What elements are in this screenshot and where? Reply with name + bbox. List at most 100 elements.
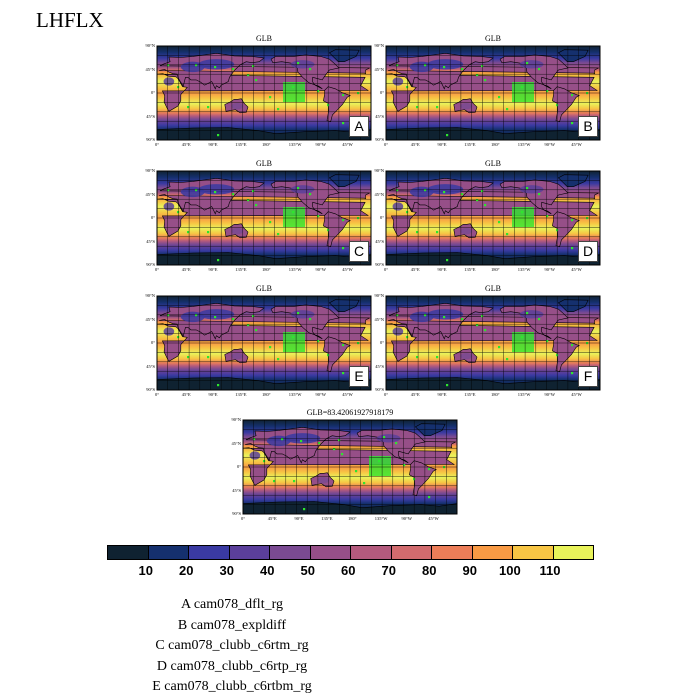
- lat-tick-label: 90°S: [146, 387, 155, 392]
- lat-tick-label: 90°N: [145, 168, 155, 173]
- lat-tick-label: 0°: [150, 215, 155, 220]
- lat-tick-label: 45°N: [374, 316, 384, 322]
- lat-tick-label: 90°S: [375, 262, 384, 267]
- lon-tick-label: 180°: [491, 267, 500, 272]
- panel-title: GLB: [256, 159, 272, 168]
- panel-letter-box: F: [578, 366, 598, 387]
- lhflx-map: [156, 45, 372, 141]
- lon-tick-label: 90°W: [544, 142, 556, 147]
- lat-tick-label: 45°N: [231, 440, 241, 446]
- lat-tick-label: 45°S: [375, 363, 384, 369]
- lat-tick-label: 90°S: [232, 511, 241, 516]
- lat-tick-label: 90°S: [146, 137, 155, 142]
- lhflx-map: [385, 295, 601, 391]
- panel-title: GLB: [485, 34, 501, 43]
- map-panel-d: GLB 90°N 45°N 0° 45°S 90°S 0° 45°E 90°E 135°E 180°…: [374, 159, 601, 272]
- lon-tick-label: 135°E: [321, 516, 333, 521]
- lon-tick-label: 180°: [348, 516, 357, 521]
- lhflx-map: [385, 45, 601, 141]
- map-panel-b: GLB 90°N 45°N 0° 45°S 90°S 0° 45°E 90°E 135°E 180°…: [374, 34, 601, 147]
- lat-tick-label: 90°S: [375, 387, 384, 392]
- lon-tick-label: 135°W: [517, 392, 531, 397]
- lon-tick-label: 90°E: [437, 267, 447, 272]
- lon-tick-label: 45°E: [181, 392, 191, 397]
- lon-tick-label: 0°: [384, 392, 389, 397]
- colorbar-tick-label: 70: [381, 563, 396, 578]
- lon-tick-label: 135°E: [464, 267, 476, 272]
- lon-tick-label: 45°E: [410, 142, 420, 147]
- lat-tick-label: 45°S: [146, 363, 155, 369]
- lon-tick-label: 135°W: [517, 267, 531, 272]
- colorbar-cell: [107, 545, 149, 560]
- lon-tick-label: 180°: [491, 392, 500, 397]
- lat-tick-label: 45°S: [146, 238, 155, 244]
- legend-item-a: A cam078_dflt_rg: [180, 597, 283, 612]
- panel-letter-box: B: [578, 116, 598, 137]
- lon-tick-label: 90°E: [437, 142, 447, 147]
- lon-tick-label: 90°E: [294, 516, 304, 521]
- panel-title: GLB: [256, 284, 272, 293]
- lon-tick-label: 90°W: [315, 142, 327, 147]
- lat-tick-label: 90°S: [375, 137, 384, 142]
- lat-tick-label: 90°N: [145, 43, 155, 48]
- lon-tick-label: 45°E: [410, 392, 420, 397]
- map-panel-e: GLB 90°N 45°N 0° 45°S 90°S 0° 45°E 90°E 135°E 180°…: [145, 284, 372, 397]
- lon-tick-label: 90°E: [208, 142, 218, 147]
- lat-tick-label: 90°N: [374, 168, 384, 173]
- lon-tick-label: 180°: [262, 267, 271, 272]
- lon-tick-label: 90°W: [401, 516, 413, 521]
- colorbar-cell: [552, 545, 594, 560]
- colorbar-cell: [390, 545, 432, 560]
- colorbar-cell: [350, 545, 392, 560]
- lat-tick-label: 45°N: [145, 191, 155, 197]
- colorbar-cell: [228, 545, 270, 560]
- figure-title: LHFLX: [36, 8, 104, 32]
- lat-tick-label: 0°: [150, 340, 155, 345]
- lon-tick-label: 45°E: [410, 267, 420, 272]
- lat-tick-label: 45°N: [374, 66, 384, 72]
- lon-tick-label: 90°W: [315, 267, 327, 272]
- lon-tick-label: 45°W: [571, 392, 582, 397]
- lon-tick-label: 180°: [262, 392, 271, 397]
- lon-tick-label: 90°E: [208, 392, 218, 397]
- lhflx-map: [156, 295, 372, 391]
- lon-tick-label: 0°: [384, 267, 389, 272]
- lon-tick-label: 45°W: [428, 516, 439, 521]
- map-panel-g: GLB=83.42061927918179 90°N 45°N 0° 45°S 90°S 0…: [231, 408, 458, 521]
- colorbar-cell: [188, 545, 230, 560]
- experiment-legend: A cam078_dflt_rg B cam078_expldiff C cam…: [112, 597, 352, 700]
- colorbar-tick-label: 80: [422, 563, 437, 578]
- lon-tick-label: 135°W: [374, 516, 388, 521]
- lon-tick-label: 45°E: [181, 267, 191, 272]
- colorbar-cell: [147, 545, 189, 560]
- lon-tick-label: 135°E: [235, 267, 247, 272]
- lat-tick-label: 45°N: [374, 191, 384, 197]
- lon-tick-label: 90°W: [315, 392, 327, 397]
- lon-tick-label: 135°E: [235, 142, 247, 147]
- lon-tick-label: 0°: [155, 392, 160, 397]
- lat-tick-label: 90°N: [374, 43, 384, 48]
- lon-tick-label: 135°W: [517, 142, 531, 147]
- lat-tick-label: 0°: [236, 464, 241, 469]
- lon-tick-label: 45°W: [342, 142, 353, 147]
- colorbar-tick-label: 100: [499, 563, 521, 578]
- lat-tick-label: 0°: [150, 90, 155, 95]
- lhflx-map: [385, 170, 601, 266]
- lat-tick-label: 45°S: [375, 238, 384, 244]
- map-panel-f: GLB 90°N 45°N 0° 45°S 90°S 0° 45°E 90°E 135°E 180°…: [374, 284, 601, 397]
- lon-tick-label: 90°W: [544, 267, 556, 272]
- lon-tick-label: 135°W: [288, 142, 302, 147]
- lon-tick-label: 90°E: [437, 392, 447, 397]
- lon-tick-label: 0°: [155, 142, 160, 147]
- colorbar-cell: [309, 545, 351, 560]
- lon-tick-label: 135°W: [288, 392, 302, 397]
- colorbar-tick-label: 30: [219, 563, 234, 578]
- lat-tick-label: 90°N: [145, 293, 155, 298]
- colorbar-cell: [471, 545, 513, 560]
- map-panel-c: GLB 90°N 45°N 0° 45°S 90°S 0° 45°E 90°E 135°E 180°…: [145, 159, 372, 272]
- lhflx-map: [242, 419, 458, 515]
- lon-tick-label: 0°: [384, 142, 389, 147]
- lon-tick-label: 135°W: [288, 267, 302, 272]
- lat-tick-label: 90°N: [374, 293, 384, 298]
- lon-tick-label: 0°: [241, 516, 246, 521]
